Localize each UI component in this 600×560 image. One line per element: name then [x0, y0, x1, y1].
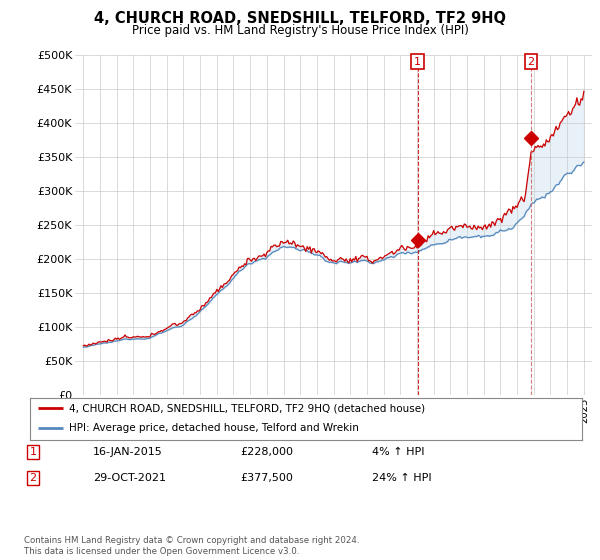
Text: 1: 1 — [414, 57, 421, 67]
Text: 29-OCT-2021: 29-OCT-2021 — [93, 473, 166, 483]
Text: 4, CHURCH ROAD, SNEDSHILL, TELFORD, TF2 9HQ (detached house): 4, CHURCH ROAD, SNEDSHILL, TELFORD, TF2 … — [68, 403, 425, 413]
Text: 16-JAN-2015: 16-JAN-2015 — [93, 447, 163, 457]
Text: 1: 1 — [29, 447, 37, 457]
Text: HPI: Average price, detached house, Telford and Wrekin: HPI: Average price, detached house, Telf… — [68, 423, 359, 433]
Text: £228,000: £228,000 — [240, 447, 293, 457]
Text: 2: 2 — [29, 473, 37, 483]
Text: £377,500: £377,500 — [240, 473, 293, 483]
Text: 4% ↑ HPI: 4% ↑ HPI — [372, 447, 425, 457]
Text: 4, CHURCH ROAD, SNEDSHILL, TELFORD, TF2 9HQ: 4, CHURCH ROAD, SNEDSHILL, TELFORD, TF2 … — [94, 11, 506, 26]
Text: 24% ↑ HPI: 24% ↑ HPI — [372, 473, 431, 483]
Text: 2: 2 — [527, 57, 535, 67]
Text: Price paid vs. HM Land Registry's House Price Index (HPI): Price paid vs. HM Land Registry's House … — [131, 24, 469, 37]
Text: Contains HM Land Registry data © Crown copyright and database right 2024.
This d: Contains HM Land Registry data © Crown c… — [24, 536, 359, 556]
